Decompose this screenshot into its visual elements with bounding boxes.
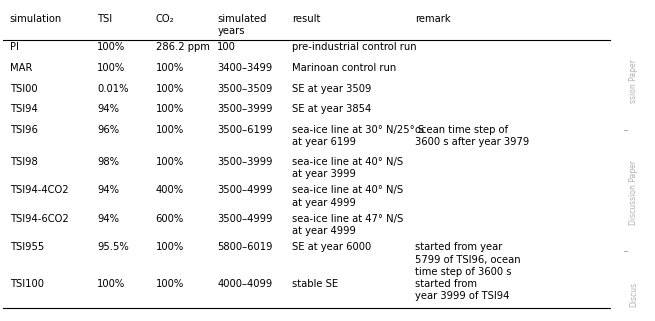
Text: SE at year 6000: SE at year 6000: [292, 242, 371, 253]
Text: sea-ice line at 47° N/S
at year 4999: sea-ice line at 47° N/S at year 4999: [292, 214, 403, 236]
Text: 100%: 100%: [156, 104, 184, 114]
Text: sea-ice line at 40° N/S
at year 4999: sea-ice line at 40° N/S at year 4999: [292, 185, 403, 208]
Text: TSI98: TSI98: [10, 157, 37, 167]
Text: TSI94: TSI94: [10, 104, 37, 114]
Text: 3500–3999: 3500–3999: [217, 104, 272, 114]
Text: 3500–4999: 3500–4999: [217, 214, 272, 224]
Text: 98%: 98%: [98, 157, 119, 167]
Text: SE at year 3854: SE at year 3854: [292, 104, 371, 114]
Text: CO₂: CO₂: [156, 14, 174, 24]
Text: sea-ice line at 40° N/S
at year 3999: sea-ice line at 40° N/S at year 3999: [292, 157, 403, 179]
Text: 100%: 100%: [98, 279, 126, 289]
Text: 100%: 100%: [156, 83, 184, 94]
Text: 4000–4099: 4000–4099: [217, 279, 272, 289]
Text: started from year
5799 of TSI96, ocean
time step of 3600 s: started from year 5799 of TSI96, ocean t…: [415, 242, 521, 277]
Text: 100%: 100%: [156, 63, 184, 73]
Text: TSI94-4CO2: TSI94-4CO2: [10, 185, 68, 195]
Text: 600%: 600%: [156, 214, 184, 224]
Text: Marinoan control run: Marinoan control run: [292, 63, 396, 73]
Text: PI: PI: [10, 42, 18, 52]
Text: 96%: 96%: [98, 125, 119, 135]
Text: 3500–4999: 3500–4999: [217, 185, 272, 195]
Text: simulated
years: simulated years: [217, 14, 267, 36]
Text: 94%: 94%: [98, 104, 119, 114]
Text: 5800–6019: 5800–6019: [217, 242, 272, 253]
Text: TSI100: TSI100: [10, 279, 44, 289]
Text: SE at year 3509: SE at year 3509: [292, 83, 371, 94]
Text: Discussion Paper: Discussion Paper: [629, 160, 638, 225]
Text: TSI: TSI: [98, 14, 113, 24]
Text: 3500–3509: 3500–3509: [217, 83, 272, 94]
Text: sea-ice line at 30° N/25° S
at year 6199: sea-ice line at 30° N/25° S at year 6199: [292, 125, 424, 147]
Text: 0.01%: 0.01%: [98, 83, 129, 94]
Text: 100%: 100%: [156, 242, 184, 253]
Text: 286.2 ppm: 286.2 ppm: [156, 42, 210, 52]
Text: 100%: 100%: [98, 63, 126, 73]
Text: ocean time step of
3600 s after year 3979: ocean time step of 3600 s after year 397…: [415, 125, 529, 147]
Text: started from
year 3999 of TSI94: started from year 3999 of TSI94: [415, 279, 510, 301]
Text: 100%: 100%: [156, 157, 184, 167]
Text: 100%: 100%: [156, 279, 184, 289]
Text: MAR: MAR: [10, 63, 32, 73]
Text: pre-industrial control run: pre-industrial control run: [292, 42, 417, 52]
Text: result: result: [292, 14, 320, 24]
Text: 3400–3499: 3400–3499: [217, 63, 272, 73]
Text: 100%: 100%: [156, 125, 184, 135]
Text: simulation: simulation: [10, 14, 62, 24]
Text: 3500–3999: 3500–3999: [217, 157, 272, 167]
Text: 100: 100: [217, 42, 236, 52]
Text: Discus: Discus: [629, 282, 638, 307]
Text: remark: remark: [415, 14, 451, 24]
Text: TSI94-6CO2: TSI94-6CO2: [10, 214, 69, 224]
Text: 94%: 94%: [98, 214, 119, 224]
Text: 400%: 400%: [156, 185, 184, 195]
Text: TSI96: TSI96: [10, 125, 37, 135]
Text: 3500–6199: 3500–6199: [217, 125, 273, 135]
Text: 95.5%: 95.5%: [98, 242, 129, 253]
Text: TSI955: TSI955: [10, 242, 44, 253]
Text: TSI00: TSI00: [10, 83, 37, 94]
Text: ssion Paper: ssion Paper: [629, 59, 638, 103]
Text: 94%: 94%: [98, 185, 119, 195]
Text: 100%: 100%: [98, 42, 126, 52]
Text: stable SE: stable SE: [292, 279, 338, 289]
